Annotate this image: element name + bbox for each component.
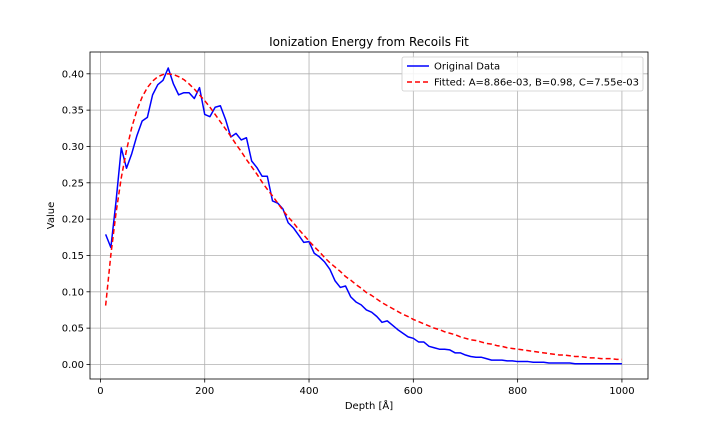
y-axis-label: Value [46,202,57,229]
x-tick-label: 0 [97,386,103,397]
y-tick-label: 0.20 [62,215,84,226]
x-tick-label: 1000 [609,386,634,397]
x-tick-label: 200 [195,386,214,397]
y-tick-label: 0.15 [62,251,84,262]
y-tick-label: 0.25 [62,178,84,189]
x-tick-label: 800 [508,386,527,397]
axis-ticks: 0 200 400 600 800 1000 0.00 0.05 0.10 0.15 0.20 0.2… [62,69,635,397]
grid-lines [90,52,648,379]
series-group [104,67,622,365]
y-tick-label: 0.35 [62,106,84,117]
series-fitted-curve [104,73,622,361]
x-tick-label: 600 [404,386,423,397]
legend-label-original: Original Data [434,62,500,73]
series-original-data [104,67,622,365]
chart-title: Ionization Energy from Recoils Fit [269,35,469,49]
legend: Original Data Fitted: A=8.86e-03, B=0.98… [401,56,644,92]
plot-frame [89,51,649,380]
y-tick-label: 0.30 [62,142,84,153]
y-tick-label: 0.05 [62,324,84,335]
x-axis-label: Depth [Å] [345,399,393,412]
y-tick-label: 0.00 [62,360,84,371]
y-tick-label: 0.40 [62,69,84,80]
y-tick-label: 0.10 [62,287,84,298]
legend-label-fitted: Fitted: A=8.86e-03, B=0.98, C=7.55e-03 [434,78,639,89]
legend-box [401,56,644,92]
x-tick-label: 400 [299,386,318,397]
